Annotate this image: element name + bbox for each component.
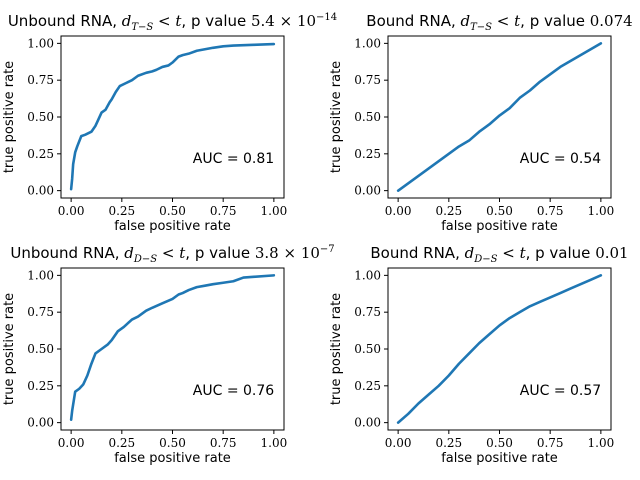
y-axis-label: true positive rate bbox=[2, 293, 17, 405]
y-tick-label: 0.00 bbox=[354, 416, 381, 430]
x-axis-label: false positive rate bbox=[441, 219, 558, 234]
x-tick-label: 0.00 bbox=[385, 204, 412, 218]
y-tick-label: 1.00 bbox=[354, 36, 381, 50]
y-tick-label: 0.25 bbox=[354, 147, 381, 161]
auc-annotation: AUC = 0.81 bbox=[193, 151, 274, 167]
x-axis-label: false positive rate bbox=[114, 219, 231, 234]
chart-title: Bound RNA, dT−S < t, p value 0.074 bbox=[366, 12, 632, 33]
y-tick-label: 0.50 bbox=[354, 110, 381, 124]
roc-panel-bl: 0.00 0.25 0.50 0.75 1.00 0.00 0.25 0.50 0.75 1.00… bbox=[2, 244, 335, 466]
roc-curve-bl bbox=[69, 274, 276, 421]
y-tick-label: 0.00 bbox=[27, 184, 54, 198]
auc-annotation: AUC = 0.54 bbox=[520, 151, 601, 167]
y-tick-label: 0.50 bbox=[27, 110, 54, 124]
x-tick-label: 0.75 bbox=[537, 204, 564, 218]
x-tick-label: 1.00 bbox=[588, 204, 615, 218]
y-tick-label: 0.25 bbox=[27, 147, 54, 161]
x-tick-label: 0.25 bbox=[435, 436, 462, 450]
y-tick-label: 0.50 bbox=[27, 342, 54, 356]
y-tick-label: 0.75 bbox=[27, 305, 54, 319]
auc-annotation: AUC = 0.57 bbox=[520, 383, 601, 399]
chart-title: Bound RNA, dD−S < t, p value 0.01 bbox=[370, 244, 628, 265]
x-tick-label: 1.00 bbox=[261, 204, 288, 218]
x-tick-label: 0.00 bbox=[385, 436, 412, 450]
x-tick-label: 1.00 bbox=[588, 436, 615, 450]
y-tick-label: 1.00 bbox=[27, 36, 54, 50]
y-axis-label: true positive rate bbox=[2, 61, 17, 173]
x-tick-label: 0.25 bbox=[435, 204, 462, 218]
x-tick-label: 0.50 bbox=[486, 204, 513, 218]
y-axis-label: true positive rate bbox=[329, 61, 344, 173]
x-tick-label: 0.75 bbox=[537, 436, 564, 450]
x-tick-label: 0.50 bbox=[159, 204, 186, 218]
roc-curve-tl bbox=[69, 42, 276, 191]
y-tick-label: 0.50 bbox=[354, 342, 381, 356]
y-tick-label: 0.75 bbox=[354, 73, 381, 87]
y-tick-label: 0.75 bbox=[354, 305, 381, 319]
y-tick-label: 0.75 bbox=[27, 73, 54, 87]
y-tick-label: 1.00 bbox=[27, 268, 54, 282]
axes-frame bbox=[387, 267, 612, 431]
x-tick-label: 0.25 bbox=[108, 204, 135, 218]
roc-panel-tr: 0.00 0.25 0.50 0.75 1.00 0.00 0.25 0.50 0.75 1.00… bbox=[329, 12, 633, 234]
y-axis-label: true positive rate bbox=[329, 293, 344, 405]
x-tick-label: 0.50 bbox=[486, 436, 513, 450]
x-tick-label: 0.75 bbox=[210, 204, 237, 218]
chart-title: Unbound RNA, dT−S < t, p value 5.4 × 10−… bbox=[8, 12, 337, 33]
x-tick-label: 0.75 bbox=[210, 436, 237, 450]
x-tick-label: 1.00 bbox=[261, 436, 288, 450]
y-tick-label: 0.25 bbox=[27, 379, 54, 393]
x-axis-label: false positive rate bbox=[114, 451, 231, 466]
x-axis-label: false positive rate bbox=[441, 451, 558, 466]
x-tick-label: 0.50 bbox=[159, 436, 186, 450]
auc-annotation: AUC = 0.76 bbox=[193, 383, 274, 399]
y-tick-label: 0.00 bbox=[27, 416, 54, 430]
x-tick-label: 0.00 bbox=[58, 204, 85, 218]
axes-frame bbox=[60, 35, 285, 199]
y-tick-label: 1.00 bbox=[354, 268, 381, 282]
roc-curve-tr bbox=[396, 42, 603, 192]
roc-panel-tl: 0.00 0.25 0.50 0.75 1.00 0.00 0.25 0.50 0.75 1.00… bbox=[2, 12, 337, 234]
x-tick-label: 0.25 bbox=[108, 436, 135, 450]
axes-frame bbox=[60, 267, 285, 431]
roc-curve-br bbox=[396, 274, 603, 424]
roc-panel-br: 0.00 0.25 0.50 0.75 1.00 0.00 0.25 0.50 0.75 1.00… bbox=[329, 244, 629, 466]
y-tick-label: 0.25 bbox=[354, 379, 381, 393]
y-tick-label: 0.00 bbox=[354, 184, 381, 198]
x-tick-label: 0.00 bbox=[58, 436, 85, 450]
chart-title: Unbound RNA, dD−S < t, p value 3.8 × 10−… bbox=[10, 244, 334, 265]
